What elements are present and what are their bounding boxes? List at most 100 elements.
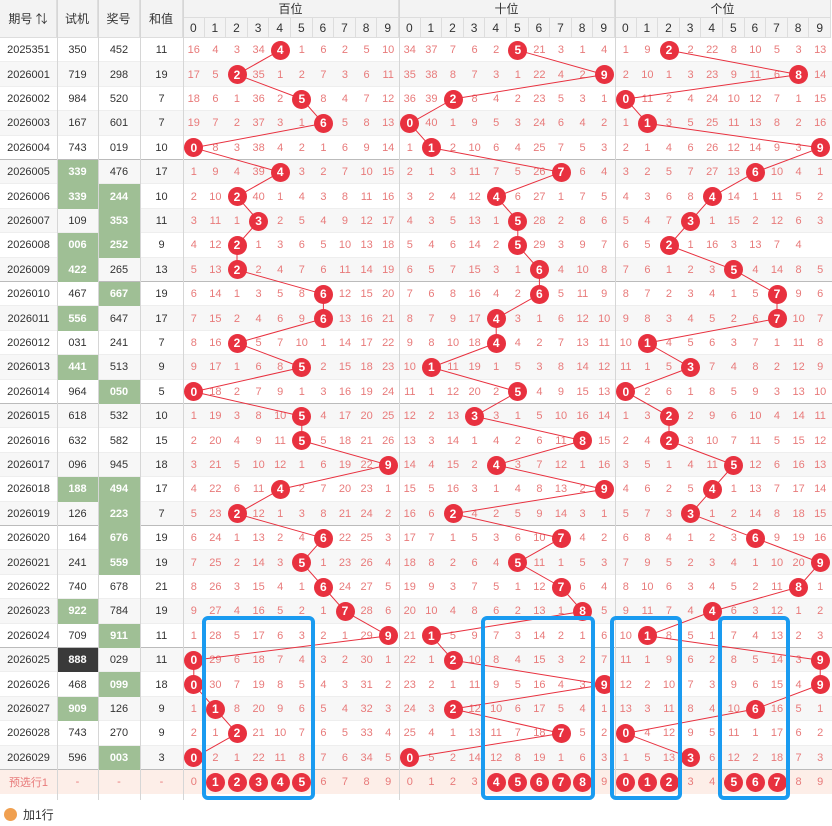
hit-ball: 7 [551,577,571,597]
miss-count: 16 [338,385,352,398]
preselect-ball[interactable]: 3 [249,772,269,792]
preselect-ball[interactable]: 0 [616,772,636,792]
cell-sum: 15 [155,434,168,447]
header-period[interactable]: 期号 ⇅ [0,0,57,38]
preselect-ball[interactable]: 2 [659,772,679,792]
miss-count: 9 [190,361,197,374]
preselect-dash: - [75,776,80,789]
preselect-digit[interactable]: 8 [363,776,370,789]
preselect-digit[interactable]: 7 [341,776,349,789]
miss-count: 2 [493,507,500,520]
preselect-digit[interactable]: 4 [709,776,716,789]
preselect-ball[interactable]: 1 [637,772,657,792]
miss-count: 16 [533,678,546,691]
cell-period: 2026025 [7,654,50,667]
miss-count: 6 [233,654,241,667]
miss-count: 28 [360,605,373,618]
column-divider [57,0,58,800]
miss-count: 5 [277,605,284,618]
miss-count: 7 [601,654,608,667]
miss-count: 23 [338,556,352,569]
miss-count: 8 [795,263,802,276]
miss-count: 4 [471,507,478,520]
cell-sum: 7 [158,507,165,520]
preselect-ball[interactable]: 7 [551,772,571,792]
preselect-digit[interactable]: 6 [320,776,327,789]
miss-count: 34 [403,44,416,57]
preselect-ball[interactable]: 8 [573,772,593,792]
preselect-ball[interactable]: 2 [227,772,247,792]
add-row-button[interactable]: 加1行 [0,802,140,826]
miss-count: 7 [622,556,629,569]
preselect-digit[interactable]: 8 [795,776,802,789]
preselect-digit[interactable]: 3 [471,776,478,789]
miss-count: 2 [795,629,802,642]
header-group-0: 百位 [183,0,399,18]
miss-count: 2 [298,68,305,81]
miss-count: 4 [406,214,413,227]
cell-trial: 632 [68,434,87,447]
miss-count: 4 [687,312,694,325]
miss-count: 9 [493,678,500,691]
miss-count: 1 [233,361,241,374]
hit-ball: 9 [810,675,830,695]
miss-count: 5 [622,507,629,520]
preselect-ball[interactable]: 7 [767,772,787,792]
miss-count: 10 [468,654,481,667]
preselect-ball[interactable]: 5 [292,772,312,792]
miss-count: 1 [514,580,521,593]
preselect-digit[interactable]: 9 [817,776,824,789]
preselect-digit[interactable]: 0 [406,776,413,789]
hit-ball: 4 [486,455,506,475]
preselect-ball[interactable]: 5 [724,772,744,792]
miss-count: 5 [471,532,478,545]
miss-count: 1 [255,239,262,252]
preselect-ball[interactable]: 6 [745,772,765,792]
preselect-digit[interactable]: 0 [190,776,197,789]
miss-count: 6 [644,483,651,496]
preselect-ball[interactable]: 5 [508,772,528,792]
header-digit: 1 [204,18,227,38]
cell-period: 2026009 [7,263,50,276]
cell-trial: 964 [68,385,87,398]
miss-count: 2 [449,556,457,569]
cell-sum: 19 [155,605,168,618]
miss-count: 6 [644,263,651,276]
miss-count: 9 [536,507,543,520]
miss-count: 11 [274,751,286,764]
preselect-digit[interactable]: 2 [449,776,457,789]
miss-count: 17 [252,629,265,642]
miss-count: 7 [557,141,565,154]
preselect-digit[interactable]: 9 [385,776,392,789]
miss-count: 9 [190,605,197,618]
cell-prize: 452 [109,44,129,57]
preselect-digit[interactable]: 1 [428,776,435,789]
cell-period: 2025351 [7,44,50,57]
miss-count: 4 [428,239,435,252]
preselect-ball[interactable]: 6 [529,772,549,792]
cell-prize: 784 [109,605,129,618]
miss-count: 7 [773,483,781,496]
preselect-ball[interactable]: 1 [205,772,225,792]
miss-count: 1 [687,532,694,545]
miss-count: 18 [403,556,416,569]
miss-count: 2 [341,44,349,57]
cell-prize: 559 [98,550,140,575]
preselect-ball[interactable]: 4 [486,772,506,792]
miss-count: 9 [341,214,349,227]
header-digit: 0 [615,18,637,38]
cell-period: 2026017 [7,458,50,471]
preselect-ball[interactable]: 4 [270,772,290,792]
miss-count: 6 [687,654,694,667]
preselect-digit[interactable]: 9 [601,776,608,789]
miss-count: 21 [533,44,546,57]
miss-count: 1 [233,92,241,105]
cell-sum: 10 [155,190,168,203]
preselect-digit[interactable]: 3 [687,776,694,789]
preselect-dash: - [117,776,121,789]
cell-period: 2026003 [7,117,50,130]
hit-ball: 4 [486,309,506,329]
miss-count: 16 [446,483,460,496]
miss-count: 15 [403,483,416,496]
miss-count: 6 [277,312,284,325]
